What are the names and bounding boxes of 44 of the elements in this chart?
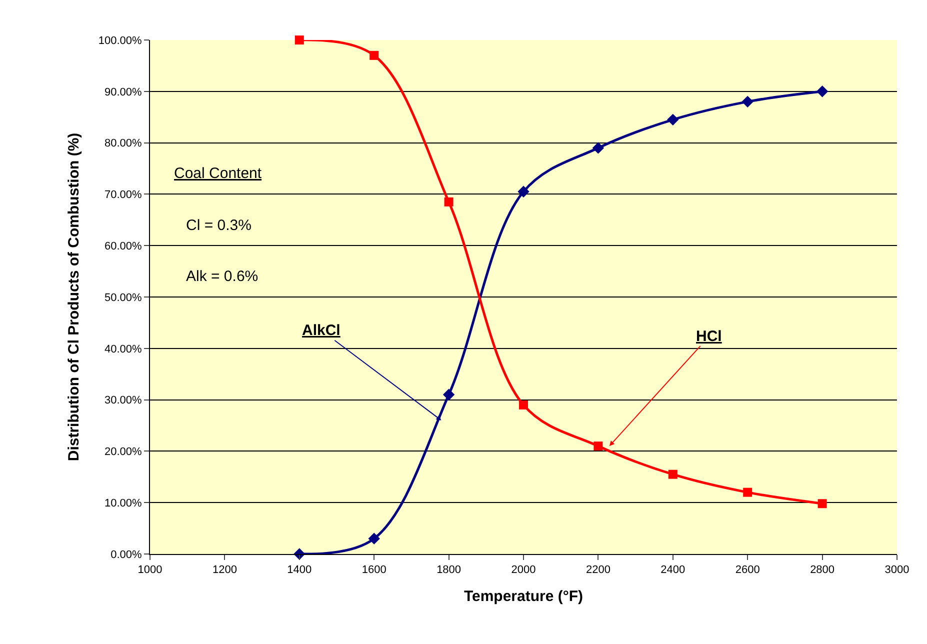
point bbox=[368, 532, 380, 544]
y-tick-label: 70.00% bbox=[104, 189, 142, 202]
point bbox=[294, 36, 304, 44]
y-tick-label: 10.00% bbox=[104, 497, 142, 510]
y-tick-label: 40.00% bbox=[104, 343, 142, 356]
y-tick-label: 100.00% bbox=[98, 34, 142, 47]
y-axis-title: Distribution of Cl Products of Combustion (%) bbox=[66, 132, 83, 462]
x-axis-title: Temperature (°F) bbox=[464, 588, 584, 606]
annotation: AlkCl bbox=[302, 322, 340, 339]
y-tick-label: 0.00% bbox=[110, 548, 142, 561]
y-tick-label: 60.00% bbox=[104, 240, 142, 252]
point bbox=[519, 400, 528, 410]
x-tick-label: 2800 bbox=[810, 564, 835, 576]
point bbox=[816, 86, 828, 98]
y-tick-label: 80.00% bbox=[104, 138, 142, 150]
y-tick-label: 30.00% bbox=[104, 394, 142, 407]
point bbox=[518, 186, 530, 198]
point bbox=[667, 114, 679, 126]
x-tick-label: 1200 bbox=[212, 564, 237, 576]
point bbox=[743, 488, 752, 497]
point bbox=[668, 470, 678, 479]
y-tick-label: 20.00% bbox=[104, 446, 142, 458]
y-tick-label: 50.00% bbox=[104, 292, 142, 304]
x-tick-label: 2600 bbox=[735, 564, 760, 576]
x-tick-label: 1800 bbox=[436, 564, 462, 576]
point bbox=[370, 50, 379, 60]
point bbox=[592, 142, 604, 154]
x-tick-label: 1400 bbox=[287, 564, 312, 576]
annotation: HCl bbox=[696, 328, 722, 345]
point bbox=[442, 388, 455, 401]
x-tick-label: 2400 bbox=[660, 564, 686, 576]
x-tick-label: 2000 bbox=[511, 564, 536, 576]
x-tick-label: 1600 bbox=[362, 564, 386, 576]
point bbox=[594, 442, 603, 451]
annotation: Cl = 0.3% bbox=[186, 217, 252, 234]
point bbox=[444, 197, 454, 206]
annotation: Coal Content bbox=[174, 165, 262, 182]
y-tick-label: 90.00% bbox=[104, 86, 142, 98]
x-tick-label: 2200 bbox=[586, 564, 610, 576]
annotation: Alk = 0.6% bbox=[186, 268, 258, 285]
point bbox=[818, 499, 827, 508]
x-tick-label: 3000 bbox=[884, 564, 910, 576]
point bbox=[742, 96, 754, 108]
x-tick-label: 1000 bbox=[138, 564, 162, 576]
